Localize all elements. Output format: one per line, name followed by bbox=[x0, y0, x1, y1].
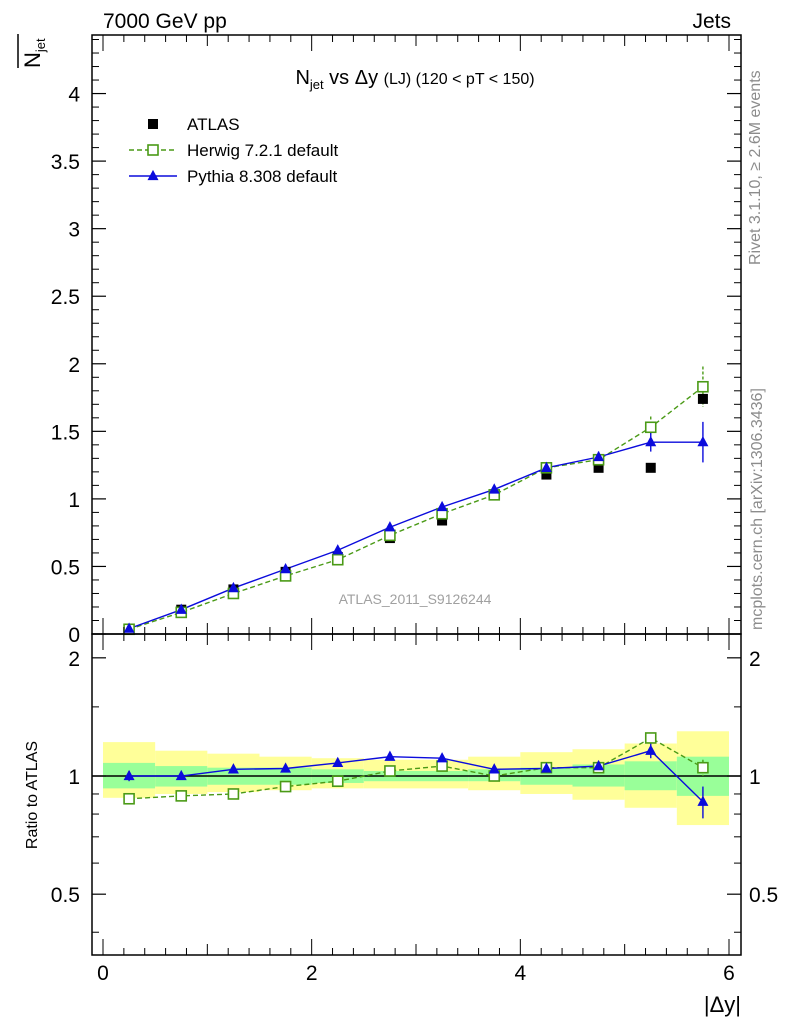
data-point-open-square bbox=[227, 788, 240, 800]
x-tick-label: 0 bbox=[97, 962, 109, 985]
data-point-triangle bbox=[645, 436, 657, 447]
axes-layer: 00.511.522.533.540 2 4 60.5 0.51 12 2 bbox=[51, 34, 778, 985]
y-tick-label: 3.5 bbox=[51, 151, 80, 174]
data-point-triangle bbox=[593, 759, 605, 771]
x-tick-label: 6 bbox=[723, 962, 735, 985]
data-point-square bbox=[437, 515, 448, 526]
data-point-open-square bbox=[331, 553, 344, 566]
data-point-open-square bbox=[436, 760, 448, 772]
mcplots-label: mcplots.cern.ch [arXiv:1306.3436] bbox=[749, 388, 766, 630]
data-point-triangle bbox=[488, 483, 500, 494]
y-tick-label: 2 bbox=[68, 354, 80, 377]
header-right-label: Jets bbox=[692, 10, 731, 33]
data-point-open-square bbox=[123, 792, 135, 805]
data-point-triangle bbox=[540, 461, 552, 472]
ratio-bands-layer bbox=[92, 731, 741, 826]
main-plot-layer bbox=[123, 366, 709, 636]
legend-label: Pythia 8.308 default bbox=[187, 167, 338, 186]
header-left-label: 7000 GeV pp bbox=[103, 10, 227, 33]
data-point-triangle bbox=[175, 769, 187, 781]
y-tick-label: 2.5 bbox=[51, 286, 80, 309]
data-point-triangle bbox=[436, 752, 448, 763]
data-point-triangle bbox=[123, 622, 135, 633]
data-point-triangle bbox=[227, 763, 239, 774]
data-point-square bbox=[148, 119, 158, 129]
legend-label: Herwig 7.2.1 default bbox=[187, 141, 338, 160]
legend: ATLAS Herwig 7.2.1 default Pythia 8.308 de… bbox=[129, 115, 338, 186]
data-point-open-square bbox=[384, 765, 396, 777]
data-point-open-square bbox=[697, 380, 709, 393]
ratio-y-axis-label: Ratio to ATLAS bbox=[24, 741, 41, 849]
data-point-open-square bbox=[175, 790, 188, 802]
data-point-square bbox=[541, 469, 552, 480]
rivet-label: Rivet 3.1.10, ≥ 2.6M events bbox=[747, 70, 764, 265]
y-tick-label: 1.5 bbox=[51, 421, 80, 444]
analysis-watermark: ATLAS_2011_S9126244 bbox=[339, 591, 492, 607]
main-chart-title: Njet vs Δy (LJ) (120 < pT < 150) bbox=[295, 67, 534, 92]
data-point-triangle bbox=[332, 756, 344, 768]
data-point-open-square bbox=[384, 529, 396, 542]
data-point-triangle bbox=[697, 436, 709, 447]
data-point-open-square bbox=[331, 775, 344, 788]
y-tick-label: 4 bbox=[68, 84, 80, 107]
data-point-triangle bbox=[540, 762, 552, 773]
herwig-ratio-line bbox=[129, 737, 704, 800]
data-point-open-square bbox=[279, 780, 292, 793]
x-tick-label: 4 bbox=[514, 962, 526, 985]
legend-label: ATLAS bbox=[187, 115, 240, 134]
main-y-axis-label: Njet bbox=[17, 34, 48, 68]
x-axis-label: |Δy| bbox=[704, 992, 741, 1017]
data-point-triangle bbox=[175, 603, 187, 614]
data-point-triangle bbox=[593, 450, 605, 462]
ratio-y-tick-label: 0.5 bbox=[51, 884, 80, 907]
data-point-triangle bbox=[280, 563, 292, 574]
y-tick-label: 3 bbox=[68, 219, 80, 242]
data-point-open-square bbox=[644, 732, 657, 744]
ratio-y-tick-label: 1 bbox=[68, 766, 80, 789]
data-point-triangle bbox=[645, 744, 657, 755]
data-point-triangle bbox=[227, 581, 239, 593]
data-point-triangle bbox=[436, 500, 448, 512]
pythia-line bbox=[128, 441, 703, 630]
data-point-triangle bbox=[332, 544, 344, 555]
data-point-triangle bbox=[384, 750, 396, 761]
herwig-line bbox=[128, 386, 704, 630]
data-point-square bbox=[593, 462, 604, 473]
svg-text:Njet: Njet bbox=[20, 38, 48, 68]
data-point-triangle bbox=[147, 169, 159, 181]
ratio-y-tick-label-right: 2 bbox=[749, 648, 761, 671]
y-tick-label: 1 bbox=[68, 489, 80, 512]
x-tick-label: 2 bbox=[306, 962, 318, 985]
data-point-triangle bbox=[280, 762, 292, 773]
ratio-y-tick-label-right: 0.5 bbox=[749, 884, 778, 907]
data-point-square bbox=[645, 462, 656, 473]
data-point-triangle bbox=[123, 769, 135, 781]
y-tick-label: 0.5 bbox=[51, 556, 80, 579]
data-point-triangle bbox=[384, 521, 396, 532]
ratio-y-tick-label: 2 bbox=[68, 648, 80, 671]
ratio-plot-layer bbox=[123, 732, 709, 819]
y-tick-label: 0 bbox=[68, 624, 80, 647]
data-point-square bbox=[697, 393, 708, 404]
data-point-open-square bbox=[147, 144, 159, 156]
ratio-y-tick-label-right: 1 bbox=[749, 766, 761, 789]
data-point-open-square bbox=[644, 421, 657, 434]
data-point-open-square bbox=[697, 761, 709, 774]
data-point-triangle bbox=[488, 763, 500, 774]
data-point-triangle bbox=[697, 795, 709, 806]
pythia-ratio-line bbox=[129, 749, 704, 803]
